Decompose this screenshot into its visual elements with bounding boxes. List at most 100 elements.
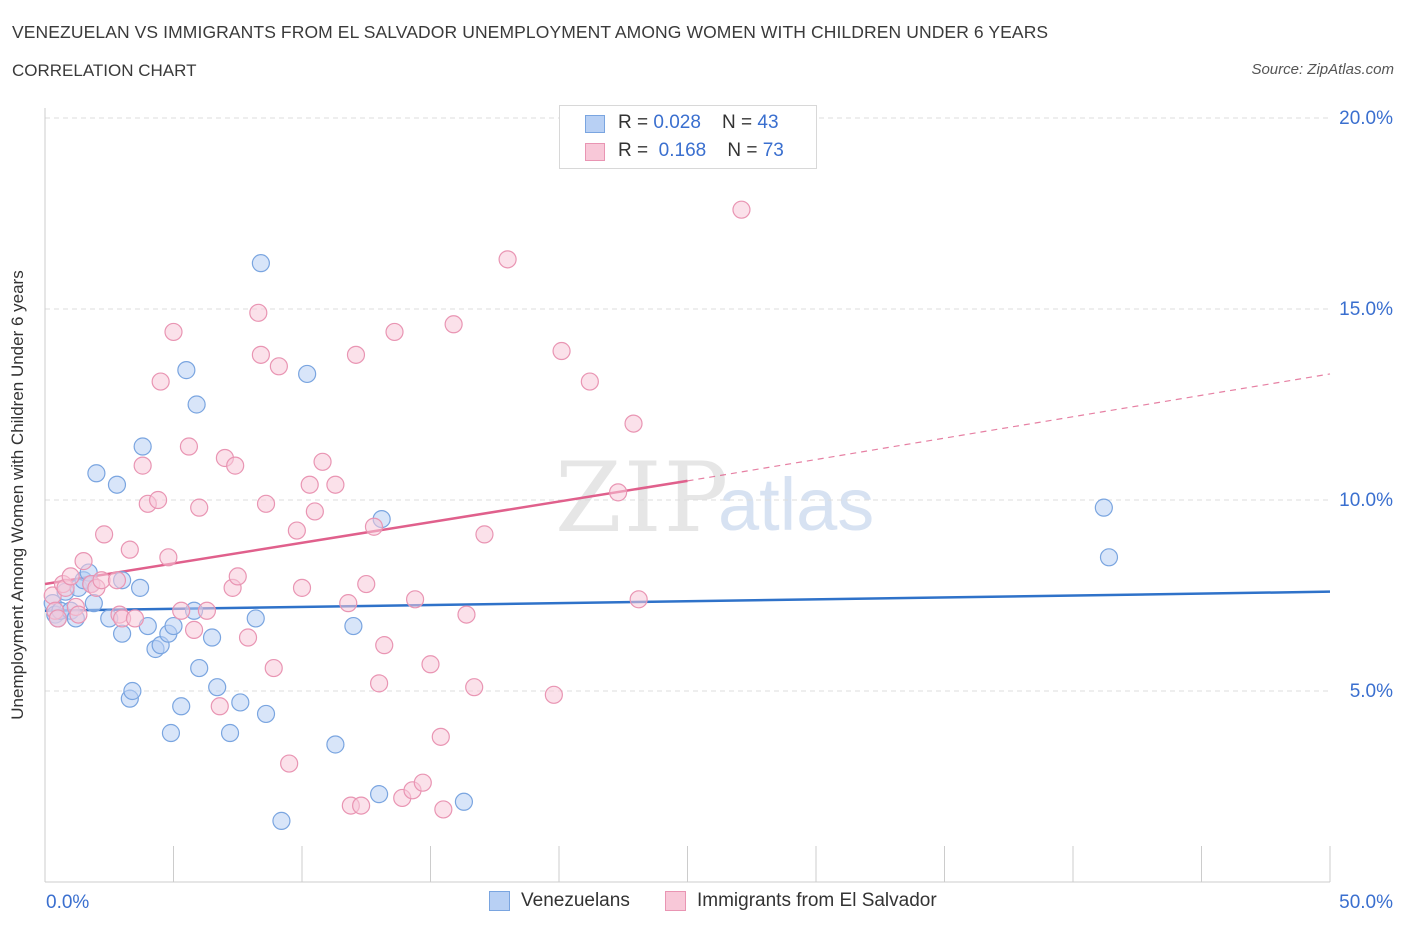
point-venezuelans <box>1094 498 1113 517</box>
point-venezuelans <box>208 678 227 697</box>
legend-label-venezuelans: Venezuelans <box>521 890 630 911</box>
point-venezuelans <box>298 364 317 384</box>
point-salvador <box>164 322 183 342</box>
y-tick-label: 5.0% <box>1350 681 1393 702</box>
y-tick-label: 10.0% <box>1339 490 1393 511</box>
point-salvador <box>421 655 440 674</box>
point-salvador <box>269 357 288 376</box>
point-salvador <box>352 796 371 815</box>
point-salvador <box>339 594 358 613</box>
point-salvador <box>375 636 394 655</box>
point-venezuelans <box>344 616 363 636</box>
legend-swatch-salvador <box>585 143 605 161</box>
point-salvador <box>465 678 484 697</box>
source-label: Source: ZipAtlas.com <box>1251 61 1394 78</box>
point-venezuelans <box>220 723 240 743</box>
point-salvador <box>544 685 563 704</box>
point-venezuelans <box>133 437 152 456</box>
point-venezuelans <box>161 723 181 743</box>
axes <box>44 108 1331 883</box>
point-salvador <box>629 590 648 609</box>
point-venezuelans <box>112 624 132 643</box>
point-salvador <box>184 620 204 639</box>
legend-label-salvador: Immigrants from El Salvador <box>697 890 937 911</box>
point-salvador <box>148 490 168 510</box>
point-venezuelans <box>454 792 474 811</box>
point-venezuelans <box>130 578 150 597</box>
point-salvador <box>287 521 306 540</box>
point-salvador <box>264 658 283 678</box>
point-salvador <box>300 475 319 494</box>
point-salvador <box>457 605 476 624</box>
point-salvador <box>159 548 178 567</box>
point-venezuelans <box>272 811 291 830</box>
point-venezuelans <box>190 658 209 678</box>
y-tick-label: 20.0% <box>1339 108 1393 129</box>
y-tick-label: 15.0% <box>1339 299 1393 320</box>
point-salvador <box>251 345 270 364</box>
point-salvador <box>624 414 643 433</box>
trendline-salvador <box>44 479 688 586</box>
grid-lines <box>45 117 1330 692</box>
point-salvador <box>292 578 312 597</box>
point-salvador <box>179 437 199 456</box>
x-tick-label-right: 50.0% <box>1339 892 1393 913</box>
point-salvador <box>385 322 404 342</box>
point-salvador <box>364 517 384 536</box>
point-venezuelans <box>326 735 345 754</box>
point-salvador <box>151 372 170 391</box>
y-axis-label: Unemployment Among Women with Children U… <box>8 270 27 720</box>
point-salvador <box>74 552 93 571</box>
point-salvador <box>48 609 67 628</box>
point-salvador <box>249 303 268 322</box>
point-salvador <box>190 498 209 517</box>
point-salvador <box>552 341 571 361</box>
point-salvador <box>226 456 245 475</box>
point-salvador <box>346 345 366 364</box>
point-salvador <box>431 727 450 746</box>
point-salvador <box>405 590 425 609</box>
point-venezuelans <box>187 395 206 414</box>
point-venezuelans <box>202 628 222 647</box>
point-salvador <box>133 456 152 475</box>
point-salvador <box>498 250 517 269</box>
point-salvador <box>210 697 229 716</box>
trendline-salvador-extension <box>687 373 1331 482</box>
point-salvador <box>92 571 111 590</box>
watermark-atlas: atlas <box>718 463 875 546</box>
point-salvador <box>413 773 432 792</box>
chart-title: VENEZUELAN VS IMMIGRANTS FROM EL SALVADO… <box>12 22 1049 42</box>
point-salvador <box>107 571 127 590</box>
point-salvador <box>238 628 258 647</box>
point-salvador <box>609 483 628 502</box>
data-points <box>43 131 1119 830</box>
point-salvador <box>280 754 299 773</box>
correlation-legend: R = 0.028 N = 43 R = 0.168 N = 73 <box>559 105 817 169</box>
point-salvador <box>95 525 114 544</box>
point-salvador <box>305 502 324 521</box>
point-salvador <box>475 525 494 544</box>
point-venezuelans <box>87 464 106 483</box>
point-salvador <box>370 674 389 693</box>
point-venezuelans <box>251 254 270 273</box>
point-venezuelans <box>1099 548 1119 567</box>
point-salvador <box>228 567 247 586</box>
legend-swatch-salvador-bottom <box>665 891 686 911</box>
point-salvador <box>326 475 345 494</box>
legend-stats-venezuelans: R = 0.028 N = 43 <box>618 112 779 133</box>
point-salvador <box>197 601 217 620</box>
trend-lines <box>44 373 1331 613</box>
point-salvador <box>69 605 88 624</box>
point-venezuelans <box>246 609 265 628</box>
point-salvador <box>256 494 276 513</box>
x-tick-label-left: 0.0% <box>46 892 89 913</box>
point-salvador <box>125 609 145 628</box>
point-salvador <box>732 200 751 219</box>
point-venezuelans <box>231 693 250 712</box>
point-salvador <box>434 800 453 819</box>
legend-swatch-venezuelans-bottom <box>489 891 510 911</box>
point-salvador <box>172 601 191 620</box>
point-salvador <box>580 372 599 391</box>
point-salvador <box>444 315 463 334</box>
